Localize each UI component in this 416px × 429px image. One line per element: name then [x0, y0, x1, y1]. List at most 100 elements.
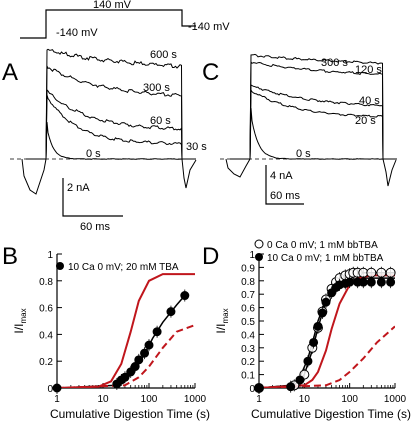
label-c-0s: 0 s — [296, 148, 311, 160]
plot-b-point-s0 — [130, 362, 140, 372]
plot-d-point-s1 — [303, 356, 313, 366]
plot-b-point-s0 — [152, 327, 162, 337]
panel-d: D 0 Ca 0 mV; 1 mM bbTBA 10 Ca 0 mV; 1 mM… — [202, 239, 411, 421]
plot-d-ytick-label: 0.2 — [241, 357, 255, 368]
plot-d-point-s1 — [358, 277, 368, 287]
plot-b-ytick-label: 0.8 — [39, 277, 53, 288]
panel-d-letter: D — [202, 243, 219, 270]
legend-d-label-1: 10 Ca 0 mV; 1 mM bbTBA — [267, 253, 384, 264]
plot-d-ytick-label: 0.1 — [241, 371, 255, 382]
plot-b-xtick-label: 10 — [97, 394, 109, 405]
scale-bar-a — [62, 178, 123, 217]
plot-b-xtick-label: 1 — [54, 394, 60, 405]
panel-c: C 300 s 120 s 40 s 20 s 0 s 4 nA 60 ms — [202, 53, 397, 205]
protocol-label-hold-pre: -140 mV — [56, 27, 98, 39]
trace-a-600s — [26, 48, 196, 160]
plot-b-ytick-label: 1 — [47, 250, 53, 261]
plot-d-ytick-label: 0 — [249, 384, 255, 395]
label-a-0s: 0 s — [86, 148, 101, 160]
plot-d-fit-curve-3 — [259, 325, 395, 388]
label-a-60s: 60 s — [150, 115, 171, 127]
scale-a-current: 2 nA — [67, 182, 90, 194]
legend-b-marker-filled — [56, 262, 64, 270]
plot-d-xtick-label: 1000 — [384, 394, 407, 405]
plot-b-point-s0 — [140, 348, 150, 358]
plot-d-ytick-label: 0.6 — [241, 304, 255, 315]
panel-b-letter: B — [2, 243, 18, 270]
legend-d-label-0: 0 Ca 0 mV; 1 mM bbTBA — [267, 240, 378, 251]
scale-bar-c — [265, 165, 304, 205]
plot-b-fit-curve-0 — [57, 295, 186, 388]
trace-c-120s — [230, 60, 397, 160]
plot-d-ytick-label: 0.7 — [241, 290, 255, 301]
plot-b-xlabel: Cumulative Digestion Time (s) — [50, 407, 210, 421]
plot-b-ytick-label: 0.4 — [39, 330, 53, 341]
plot-b-point-s0 — [120, 372, 130, 382]
plot-d-point-s1 — [376, 277, 386, 287]
plot-d-ytick-label: 0.3 — [241, 344, 255, 355]
label-c-40s: 40 s — [359, 95, 380, 107]
tail-current-a-right — [181, 158, 197, 189]
plot-b-point-s0 — [166, 307, 176, 317]
legend-b: 10 Ca 0 mV; 20 mM TBA — [56, 262, 179, 273]
legend-d: 0 Ca 0 mV; 1 mM bbTBA 10 Ca 0 mV; 1 mM b… — [254, 239, 384, 264]
panel-b: B 10 Ca 0 mV; 20 mM TBA 1 10 100 1000 0 0.2 0.… — [2, 243, 210, 421]
protocol-label-hold-post: -140 mV — [188, 21, 230, 33]
plot-b-point-s0 — [134, 355, 144, 365]
trace-c-20s — [230, 88, 397, 160]
plot-d-ytick-label: 0.8 — [241, 277, 255, 288]
label-a-600s: 600 s — [150, 49, 177, 61]
plot-b-fit-curve-2 — [57, 324, 195, 388]
trace-c-300s — [230, 53, 397, 160]
plot-b-point-s0 — [52, 383, 62, 393]
panel-a-letter: A — [2, 59, 18, 86]
plot-d-point-s1 — [321, 297, 331, 307]
label-c-120s: 120 s — [355, 64, 382, 76]
plot-d-ytick-label: 0.9 — [241, 263, 255, 274]
plot-d-fit-curve-0 — [259, 277, 395, 388]
plot-d-ytick-label: 0.5 — [241, 317, 255, 328]
plot-d-ytick-label: 1 — [249, 250, 255, 261]
label-c-20s: 20 s — [355, 115, 376, 127]
plot-d-fit-curve-2 — [259, 274, 395, 388]
label-a-30s: 30 s — [186, 141, 207, 153]
trace-a-30s — [26, 94, 196, 160]
legend-b-label: 10 Ca 0 mV; 20 mM TBA — [68, 262, 179, 273]
plot-d-xtick-label: 1 — [256, 394, 262, 405]
plot-d-point-s0 — [366, 267, 377, 278]
plot-d-ylabel: I/Imax — [214, 308, 230, 333]
plot-b-fit-curve-1 — [57, 273, 195, 388]
plot-d-point-s1 — [295, 375, 305, 385]
trace-c-40s — [230, 84, 397, 160]
tail-current-c-left — [225, 158, 251, 178]
plot-b-ytick-label: 0.6 — [39, 304, 53, 315]
trace-a-60s — [26, 88, 196, 160]
scale-c-time: 60 ms — [270, 190, 300, 202]
plot-d-xlabel: Cumulative Digestion Time (s) — [251, 407, 411, 421]
voltage-protocol: -140 mV 140 mV -140 mV — [20, 0, 230, 39]
plot-d-point-s1 — [386, 277, 396, 287]
panel-a: A 600 s 300 s 60 s 30 s 0 s 2 nA 60 ms — [2, 48, 207, 233]
label-a-300s: 300 s — [143, 82, 170, 94]
plot-b-point-s0 — [144, 340, 154, 350]
trace-a-300s — [26, 65, 196, 160]
plot-b-xtick-label: 1000 — [184, 394, 207, 405]
tail-current-c-right — [382, 158, 397, 187]
plot-b-xtick-label: 100 — [141, 394, 158, 405]
plot-d-xtick-label: 100 — [341, 394, 358, 405]
protocol-label-step: 140 mV — [93, 0, 132, 11]
panel-c-letter: C — [202, 59, 219, 86]
scale-c-current: 4 nA — [270, 170, 293, 182]
label-c-300s: 300 s — [321, 57, 348, 69]
plot-d-point-s1 — [345, 277, 355, 287]
plot-d-point-s1 — [313, 321, 323, 331]
protocol-trace — [20, 9, 196, 39]
plot-d-point-s1 — [286, 382, 296, 392]
plot-b-ylabel: I/Imax — [12, 308, 28, 333]
tail-current-a-left — [21, 158, 47, 195]
plot-d-point-s0 — [385, 267, 396, 278]
plot-d-point-s0 — [376, 267, 387, 278]
plot-b-point-s0 — [180, 291, 190, 301]
plot-b-ytick-label: 0 — [47, 384, 53, 395]
